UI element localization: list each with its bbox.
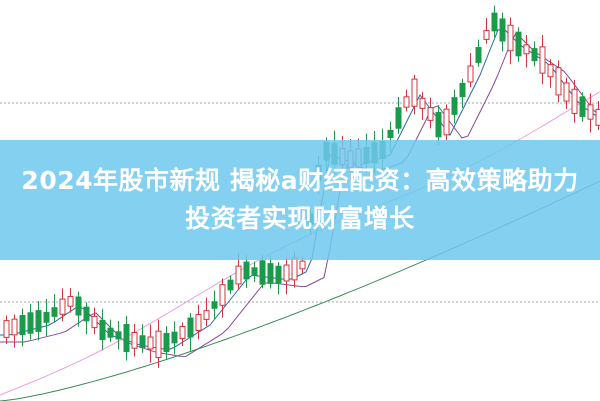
title-banner: 2024年股市新规 揭秘a财经配资：高效策略助力投资者实现财富增长 [0, 140, 600, 260]
candle-body [27, 312, 34, 334]
candle-body [131, 332, 138, 349]
candle-body [267, 263, 274, 284]
candle-body [291, 257, 298, 281]
chart-grid [0, 102, 600, 303]
candle-body [91, 315, 98, 329]
candle-body [467, 65, 474, 83]
candle-body [595, 108, 600, 126]
candle-body [203, 310, 210, 320]
candle-body [195, 313, 202, 332]
candle-body [587, 104, 594, 120]
candle-body [35, 310, 42, 332]
candle-body [411, 78, 418, 107]
candle-body [59, 298, 66, 315]
candle-body [299, 260, 306, 270]
candle-body [171, 331, 178, 344]
candle-body [435, 112, 442, 138]
ma-line-medium [0, 32, 600, 357]
candle-body [187, 317, 194, 338]
candle-body [579, 96, 586, 117]
candle-body [483, 30, 490, 40]
candle-body [11, 318, 18, 336]
candle-body [123, 323, 130, 353]
candle-body [179, 326, 186, 339]
candle-body [443, 108, 450, 136]
candle-body [219, 284, 226, 306]
candle-body [155, 330, 162, 359]
candle-body [163, 332, 170, 353]
candle-body [139, 335, 146, 349]
candle-body [419, 97, 426, 109]
candle-body [451, 97, 458, 115]
candle-body [75, 296, 82, 316]
candle-body [43, 311, 50, 323]
candle-body [555, 67, 562, 96]
candle-body [67, 295, 74, 307]
candle-body [523, 44, 530, 55]
candle-body [387, 129, 394, 139]
candle-body [563, 82, 570, 102]
candle-body [547, 64, 554, 78]
candle-body [403, 96, 410, 108]
article-title: 2024年股市新规 揭秘a财经配资：高效策略助力投资者实现财富增长 [21, 166, 579, 233]
candle-body [491, 12, 498, 32]
candle-body [507, 24, 514, 52]
candle-body [147, 336, 154, 350]
candle-body [107, 327, 114, 338]
candle-body [395, 107, 402, 129]
candle-body [235, 265, 242, 285]
candle-body [115, 331, 122, 340]
candle-body [427, 107, 434, 121]
candle-body [571, 88, 578, 114]
candle-body [459, 82, 466, 98]
candle-body [19, 315, 26, 335]
candle-body [531, 48, 538, 62]
candle-body [99, 319, 106, 341]
candle-body [539, 46, 546, 74]
candle-body [227, 279, 234, 291]
candle-body [259, 260, 266, 285]
candle-body [515, 31, 522, 57]
candle-body [51, 307, 58, 317]
candle-body [251, 267, 258, 276]
candle-body [243, 261, 250, 280]
candle-body [3, 320, 10, 338]
candle-body [275, 265, 282, 284]
candle-body [499, 18, 506, 42]
candle-body [283, 264, 290, 282]
candle-body [83, 306, 90, 322]
candle-body [475, 47, 482, 63]
candle-body [211, 301, 218, 309]
